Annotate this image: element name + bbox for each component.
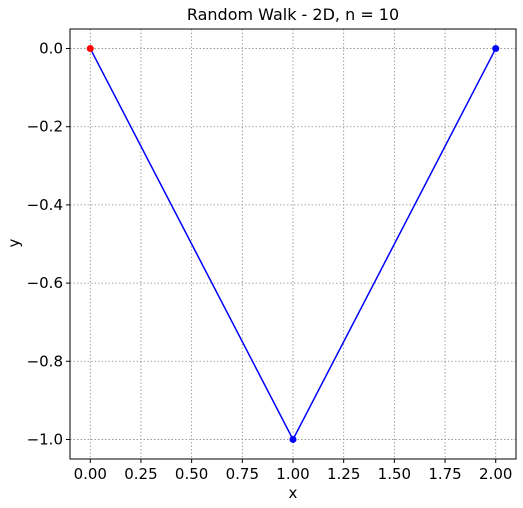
y-tick-layer: 0.0 −0.2 −0.4 −0.6 −0.8 −1.0 xyxy=(27,40,70,448)
x-axis-label: x xyxy=(289,484,298,502)
chart-title: Random Walk - 2D, n = 10 xyxy=(187,5,399,24)
x-tick-layer: 0.00 0.25 0.50 0.75 1.00 1.25 1.50 1.75 2.00 xyxy=(74,459,512,483)
y-tick-label: −1.0 xyxy=(27,430,63,448)
walk-point xyxy=(289,435,297,443)
y-tick-label: 0.0 xyxy=(39,40,63,58)
y-tick-label: −0.8 xyxy=(27,352,63,370)
walk-point xyxy=(86,45,94,53)
y-tick-label: −0.4 xyxy=(27,196,63,214)
y-axis-label: y xyxy=(5,238,23,247)
y-tick-label: −0.2 xyxy=(27,118,63,136)
x-tick-label: 0.50 xyxy=(175,465,208,483)
x-tick-label: 2.00 xyxy=(479,465,512,483)
x-tick-label: 0.75 xyxy=(226,465,259,483)
x-tick-label: 0.00 xyxy=(74,465,107,483)
y-tick-label: −0.6 xyxy=(27,274,63,292)
point-layer xyxy=(86,45,500,443)
x-tick-label: 1.75 xyxy=(428,465,461,483)
x-tick-label: 0.25 xyxy=(124,465,157,483)
x-tick-label: 1.25 xyxy=(327,465,360,483)
x-tick-label: 1.50 xyxy=(378,465,411,483)
walk-point xyxy=(492,45,500,53)
grid-layer xyxy=(70,29,516,459)
x-tick-label: 1.00 xyxy=(276,465,309,483)
